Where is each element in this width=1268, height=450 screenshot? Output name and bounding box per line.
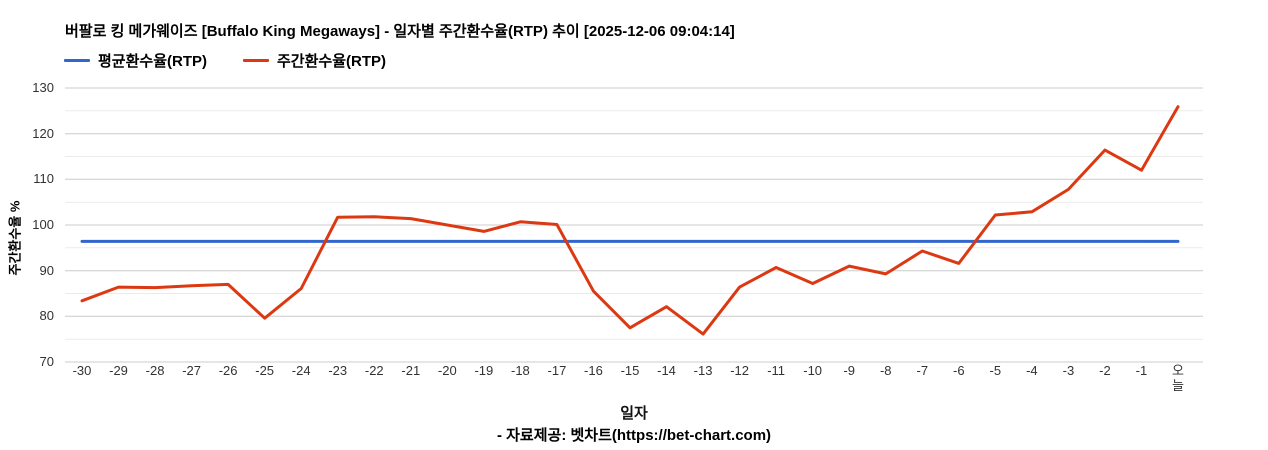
x-tick-label: -2: [1099, 363, 1111, 378]
y-tick-label: 90: [39, 262, 54, 278]
x-tick-label: -3: [1062, 363, 1075, 378]
weekly-rtp-line: [80, 105, 1180, 336]
x-tick-label: -27: [182, 363, 201, 378]
x-tick-label: -20: [437, 363, 457, 378]
average-rtp-line-marker-icon: [64, 59, 90, 62]
legend-label-weekly-rtp: 주간환수율(RTP): [277, 53, 386, 70]
x-tick-label: -18: [510, 363, 530, 378]
x-tick-label: -4: [1026, 363, 1038, 378]
y-tick-label: 80: [39, 308, 54, 324]
x-tick-label: -29: [109, 363, 128, 378]
x-tick-label: -25: [255, 363, 275, 378]
x-tick-label: 오늘: [1172, 363, 1184, 393]
y-tick-label: 100: [32, 217, 54, 232]
legend-item-weekly-rtp: 주간환수율(RTP): [243, 50, 386, 71]
x-tick-label: -17: [547, 363, 567, 378]
x-tick-label: -19: [474, 363, 494, 378]
legend-label-average-rtp: 평균환수율(RTP): [98, 53, 207, 70]
x-tick-label: -7: [916, 363, 929, 378]
x-tick-label: -26: [218, 363, 238, 378]
x-tick-label: -15: [620, 363, 640, 378]
y-tick-label: 130: [32, 80, 54, 95]
weekly-rtp-line-marker-icon: [243, 59, 269, 62]
x-tick-label: -21: [401, 363, 421, 378]
x-tick-label: -6: [953, 363, 965, 378]
x-tick-label: -8: [879, 363, 892, 378]
y-tick-label: 120: [32, 125, 54, 141]
y-tick-label: 70: [39, 354, 54, 369]
x-tick-label: -13: [693, 363, 713, 378]
x-tick-label: -10: [803, 363, 823, 378]
x-tick-label: -1: [1135, 363, 1148, 378]
x-tick-label: -24: [291, 363, 311, 378]
x-tick-label: -16: [584, 363, 603, 378]
x-tick-label: -30: [72, 363, 92, 378]
x-tick-label: -23: [328, 363, 348, 378]
x-tick-label: -11: [767, 363, 786, 378]
x-axis-title: 일자: [620, 405, 648, 422]
x-tick-label: -22: [364, 363, 384, 378]
x-tick-label: -5: [989, 363, 1002, 378]
x-tick-label: -28: [145, 363, 165, 378]
chart-title: 버팔로 킹 메가웨이즈 [Buffalo King Megaways] - 일자…: [65, 23, 735, 40]
y-tick-label: 110: [33, 171, 54, 187]
source-credit: - 자료제공: 벳차트(https://bet-chart.com): [496, 427, 772, 444]
x-tick-label: -14: [657, 363, 676, 378]
x-tick-label: -9: [843, 363, 855, 378]
legend-item-average-rtp: 평균환수율(RTP): [64, 50, 207, 71]
legend: 평균환수율(RTP) 주간환수율(RTP): [64, 50, 386, 71]
x-tick-label: -12: [730, 363, 749, 378]
